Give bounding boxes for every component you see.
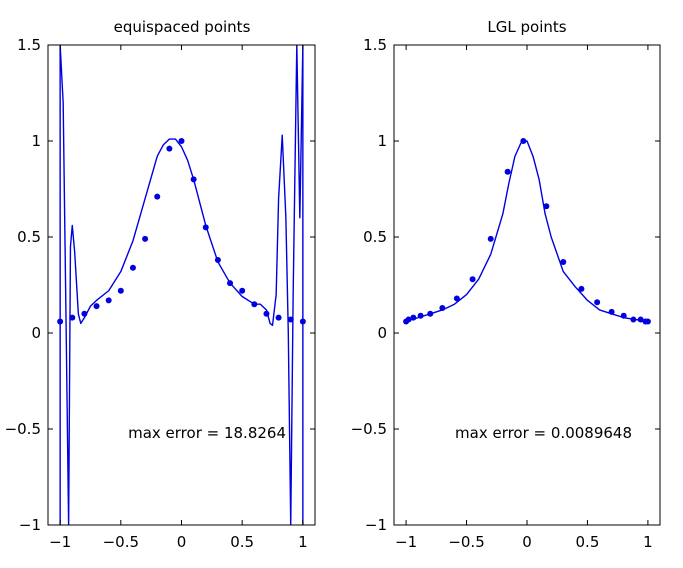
data-point: [299, 318, 306, 325]
data-point: [69, 314, 76, 321]
data-point: [439, 305, 446, 312]
x-tick-label: 0.5: [230, 533, 254, 551]
data-point: [504, 168, 511, 175]
data-point: [594, 299, 601, 306]
x-tick-label: 1: [643, 533, 653, 551]
data-point: [166, 145, 173, 152]
data-point: [251, 301, 258, 308]
data-point: [287, 316, 294, 323]
max-error-annotation: max error = 18.8264: [128, 424, 286, 442]
y-tick-label: −0.5: [5, 420, 41, 438]
y-tick-label: 0: [377, 324, 387, 342]
data-point: [105, 297, 112, 304]
data-point: [520, 138, 527, 144]
data-point: [129, 264, 136, 271]
data-point: [410, 314, 417, 321]
data-point: [637, 316, 644, 323]
data-point: [560, 258, 567, 265]
data-point: [57, 318, 64, 325]
data-point: [275, 314, 282, 321]
plot-area: [403, 138, 651, 325]
data-point: [81, 310, 88, 317]
data-point: [487, 235, 494, 242]
data-point: [263, 310, 270, 317]
data-point: [214, 257, 221, 264]
data-point: [630, 316, 637, 323]
x-tick-label: 1: [298, 533, 308, 551]
data-point: [453, 295, 460, 302]
y-tick-label: 0: [31, 324, 41, 342]
y-tick-label: 0.5: [17, 228, 41, 246]
data-point: [190, 176, 197, 183]
data-point: [608, 308, 615, 315]
chart-panel-lgl: LGL points max error = 0.0089648 −1 −0.5 0…: [351, 18, 661, 551]
x-tick-label: −0.5: [448, 533, 484, 551]
data-point: [417, 312, 424, 319]
chart-title: LGL points: [487, 18, 566, 36]
plot-area: [57, 45, 306, 525]
data-point: [239, 287, 246, 294]
axes-frame: [47, 44, 316, 526]
series-line: [405, 140, 649, 323]
data-point: [117, 287, 124, 294]
data-point: [469, 276, 476, 283]
x-tick-label: 0.5: [576, 533, 600, 551]
y-tick-label: −1: [19, 516, 41, 534]
data-point: [644, 318, 651, 325]
data-point: [142, 235, 149, 242]
y-tick-label: −0.5: [351, 420, 387, 438]
y-tick-label: 0.5: [363, 228, 387, 246]
data-point: [154, 193, 161, 200]
data-point: [178, 138, 185, 144]
data-point: [202, 224, 209, 231]
data-point: [543, 203, 550, 210]
chart-panel-equispaced: equispaced points max error = 18.8264 −1…: [5, 18, 316, 551]
y-tick-label: 1: [31, 132, 41, 150]
max-error-annotation: max error = 0.0089648: [455, 424, 632, 442]
data-point: [93, 303, 100, 310]
data-point: [227, 280, 234, 287]
y-tick-label: −1: [365, 516, 387, 534]
y-tick-label: 1: [377, 132, 387, 150]
y-tick-label: 1.5: [17, 36, 41, 54]
data-point: [427, 310, 434, 317]
y-tick-label: 1.5: [363, 36, 387, 54]
x-tick-label: −0.5: [103, 533, 139, 551]
chart-title: equispaced points: [114, 18, 251, 36]
data-point: [578, 285, 585, 292]
series-line: [59, 45, 304, 525]
data-point: [620, 312, 627, 319]
x-tick-label: −1: [49, 533, 71, 551]
x-tick-label: −1: [395, 533, 417, 551]
x-tick-label: 0: [522, 533, 532, 551]
axes-frame: [393, 44, 661, 526]
x-tick-label: 0: [177, 533, 187, 551]
data-point: [405, 316, 412, 323]
